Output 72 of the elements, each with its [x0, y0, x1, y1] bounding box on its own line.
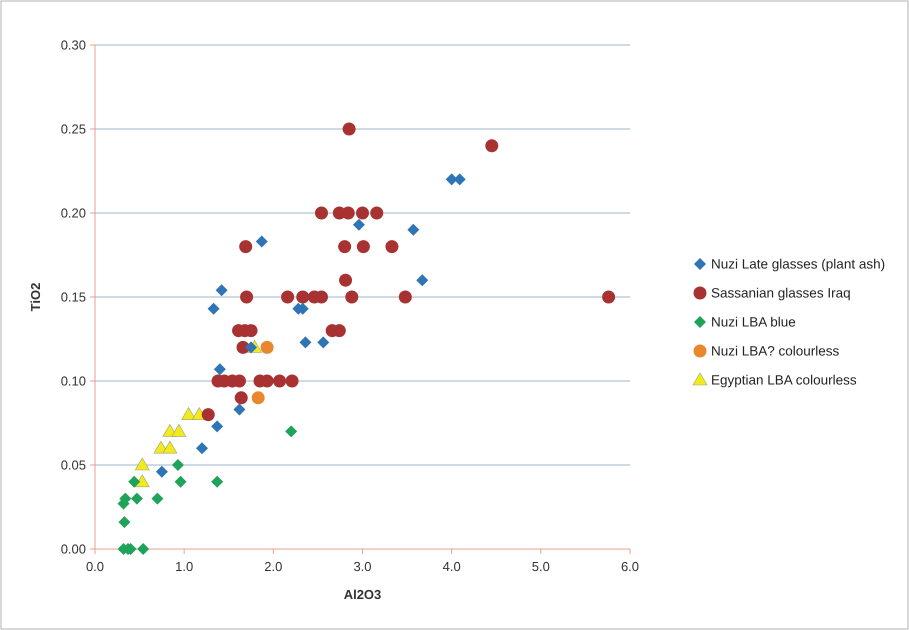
y-tick-label: 0.00	[60, 542, 86, 557]
point	[137, 543, 150, 555]
point	[128, 476, 140, 488]
x-tick-label: 1.0	[175, 559, 194, 574]
point	[202, 408, 215, 422]
legend-label: Nuzi LBA blue	[711, 314, 796, 330]
point	[339, 274, 352, 287]
legend-label: Sassanian glasses Iraq	[711, 286, 851, 301]
y-tick-label: 0.15	[60, 290, 86, 305]
point	[151, 492, 164, 505]
point	[398, 290, 412, 304]
point	[602, 290, 616, 304]
y-tick-label: 0.25	[60, 122, 86, 137]
y-tick-label: 0.20	[60, 206, 86, 221]
point	[317, 336, 330, 348]
point	[252, 391, 265, 404]
point	[260, 340, 274, 354]
point	[296, 290, 310, 304]
point	[211, 476, 224, 488]
point	[214, 363, 226, 376]
point	[342, 206, 355, 220]
y-tick-label: 0.05	[60, 458, 86, 473]
point	[385, 240, 398, 254]
point	[256, 236, 268, 248]
point	[174, 476, 187, 488]
point	[181, 407, 196, 420]
point	[245, 341, 258, 354]
point	[216, 284, 228, 296]
point	[485, 139, 498, 152]
point	[134, 474, 150, 488]
point	[156, 466, 168, 478]
y-tick-label: 0.10	[60, 374, 86, 389]
point	[356, 240, 370, 254]
point	[172, 424, 186, 437]
point	[370, 206, 384, 220]
point	[233, 404, 246, 416]
point	[345, 290, 358, 304]
point	[342, 122, 356, 136]
x-tick-label: 6.0	[620, 559, 640, 574]
x-tick-label: 0.0	[86, 559, 104, 574]
point	[407, 224, 420, 236]
point	[234, 391, 248, 404]
x-tick-label: 5.0	[532, 559, 550, 574]
point	[130, 492, 143, 505]
point	[299, 336, 312, 348]
point	[118, 516, 130, 528]
point	[208, 302, 220, 315]
point	[281, 290, 294, 304]
point	[314, 206, 328, 220]
x-tick-label: 4.0	[442, 559, 461, 574]
point	[356, 206, 369, 220]
legend-label: Nuzi Late glasses (plant ash)	[711, 256, 886, 272]
legend-label: Egyptian LBA colourless	[711, 372, 857, 388]
point	[162, 440, 178, 454]
point	[273, 374, 286, 388]
point	[338, 240, 352, 254]
legend-label: Nuzi LBA? colourless	[711, 344, 840, 359]
y-tick-label: 0.30	[60, 38, 86, 53]
point	[286, 374, 299, 388]
y-axis-title: TiO2	[28, 282, 43, 312]
x-tick-label: 2.0	[264, 559, 282, 574]
point	[211, 420, 224, 432]
point	[134, 458, 150, 470]
point	[239, 240, 252, 254]
point	[352, 218, 365, 231]
point	[172, 459, 184, 471]
point	[196, 442, 208, 454]
x-tick-label: 3.0	[353, 559, 372, 574]
point	[416, 274, 428, 286]
x-axis-title: Al2O3	[344, 587, 382, 602]
point	[285, 425, 298, 438]
point	[240, 290, 254, 304]
